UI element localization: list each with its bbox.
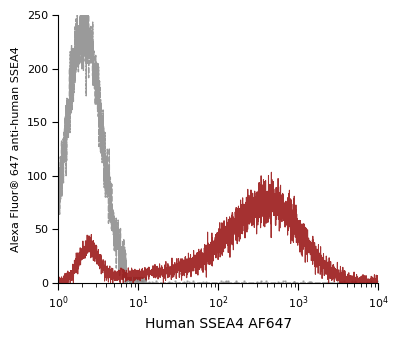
Y-axis label: Alexa Fluor® 647 anti-human SSEA4: Alexa Fluor® 647 anti-human SSEA4 [11,46,21,252]
X-axis label: Human SSEA4 AF647: Human SSEA4 AF647 [145,317,292,331]
